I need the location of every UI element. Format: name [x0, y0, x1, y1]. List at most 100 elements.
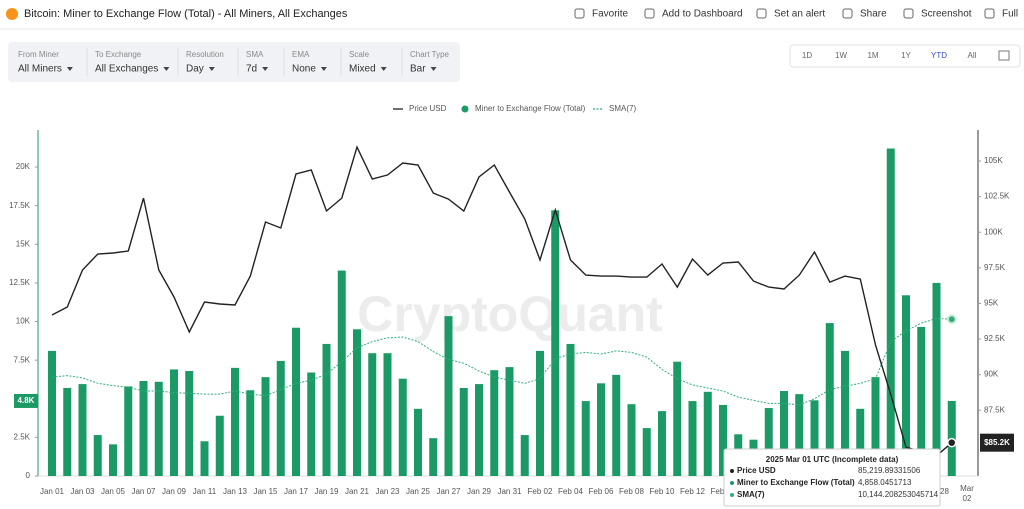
action-icon [644, 8, 655, 19]
range-bar [789, 44, 1021, 68]
bar [627, 404, 636, 476]
x-tick-label: Jan 07 [131, 487, 156, 496]
bar [368, 353, 377, 476]
dropdown-caret [66, 67, 73, 71]
watermark: CryptoQuant [357, 286, 663, 342]
range-button[interactable]: All [968, 51, 977, 60]
bar [398, 378, 407, 476]
x-tick-label: Feb 08 [619, 487, 644, 496]
bar [459, 387, 468, 476]
bar [764, 408, 773, 476]
filter-label: EMA [292, 50, 310, 59]
tooltip-value: 4,858.0451713 [858, 478, 912, 487]
x-tick-label: Jan 19 [314, 487, 339, 496]
x-tick-label: Feb 10 [650, 487, 675, 496]
y2-tick-label: 97.5K [984, 263, 1006, 272]
filter-value[interactable]: All Exchanges [95, 64, 158, 75]
action-button[interactable]: Screenshot [921, 9, 972, 20]
bar [78, 384, 87, 476]
x-tick-label: Jan 03 [70, 487, 95, 496]
dropdown-caret [163, 67, 170, 71]
bar [658, 411, 666, 476]
bar [170, 369, 178, 476]
dropdown-caret [380, 67, 387, 71]
y-tick-label: 7.5K [14, 355, 31, 364]
tooltip-dot [730, 493, 734, 497]
range-button[interactable]: YTD [931, 51, 947, 60]
x-tick-label: Jan 25 [406, 487, 431, 496]
bar [551, 210, 560, 477]
filter-value[interactable]: Day [186, 64, 204, 75]
bar [444, 316, 453, 476]
y-tick-label: 10K [16, 317, 31, 326]
filter-value[interactable]: Mixed [349, 64, 376, 75]
tooltip-name: Miner to Exchange Flow (Total) [737, 478, 855, 487]
y-tick-label: 0 [26, 471, 31, 480]
range-button[interactable]: 1D [802, 51, 812, 60]
bar [292, 327, 300, 476]
y2-tick-label: 100K [984, 227, 1003, 236]
action-icon [903, 8, 914, 19]
x-tick-label: Jan 11 [193, 487, 217, 496]
range-button[interactable]: 1Y [901, 51, 911, 60]
bar [825, 323, 834, 476]
x-tick-label: Feb 04 [558, 487, 583, 496]
legend-label: SMA(7) [609, 104, 636, 113]
range-button[interactable]: 1M [867, 51, 878, 60]
bar [932, 282, 941, 476]
x-tick-label: Jan 23 [375, 487, 400, 496]
filter-label: Chart Type [410, 50, 450, 59]
bar [703, 391, 712, 476]
bar [520, 435, 529, 476]
x-tick-label: Jan 21 [345, 487, 370, 496]
filter-label: From Miner [18, 50, 59, 59]
action-button[interactable]: Full [1002, 9, 1018, 20]
action-button[interactable]: Add to Dashboard [662, 9, 743, 20]
y2-tick-label: 87.5K [984, 405, 1006, 414]
bar [856, 408, 865, 476]
filter-value[interactable]: None [292, 64, 316, 75]
x-tick-label: Feb 02 [528, 487, 553, 496]
action-button[interactable]: Set an alert [774, 9, 825, 20]
range-button[interactable]: 1W [835, 51, 847, 60]
bar [414, 408, 422, 476]
bar [581, 401, 590, 476]
bar [841, 350, 849, 476]
x-tick-label: Jan 15 [253, 487, 278, 496]
action-icon [756, 8, 767, 19]
bar [200, 441, 209, 476]
bar [490, 370, 499, 476]
bar [612, 374, 621, 476]
filter-bar [8, 42, 460, 82]
calendar-button[interactable] [998, 50, 1010, 61]
bar [505, 367, 514, 476]
y2-tick-label: 92.5K [984, 334, 1006, 343]
bar [307, 372, 316, 476]
legend-swatch [461, 105, 469, 113]
bar [322, 343, 331, 476]
tooltip-dot [730, 481, 734, 485]
filter-value[interactable]: Bar [410, 64, 426, 75]
y2-tick-label: 105K [984, 156, 1003, 165]
tooltip-title: 2025 Mar 01 UTC (Incomplete data) [766, 455, 899, 464]
action-button[interactable]: Favorite [592, 9, 629, 20]
bar [917, 326, 926, 476]
y-tick-label: 17.5K [9, 201, 31, 210]
bar [780, 391, 788, 476]
x-tick-label: Feb 06 [589, 487, 614, 496]
bitcoin-icon [6, 8, 18, 20]
tooltip-dot [730, 469, 734, 473]
bar [48, 350, 56, 476]
dropdown-caret [430, 67, 437, 71]
action-button[interactable]: Share [860, 9, 887, 20]
filter-value[interactable]: 7d [246, 64, 257, 75]
dropdown-caret [208, 67, 215, 71]
filter-value[interactable]: All Miners [18, 64, 62, 75]
flow-tag [14, 393, 38, 408]
price-highlight [947, 437, 957, 448]
bar [566, 343, 575, 476]
flow-tag-label: 4.8K [18, 396, 35, 405]
bar [688, 401, 697, 476]
sma-highlight [946, 314, 957, 325]
